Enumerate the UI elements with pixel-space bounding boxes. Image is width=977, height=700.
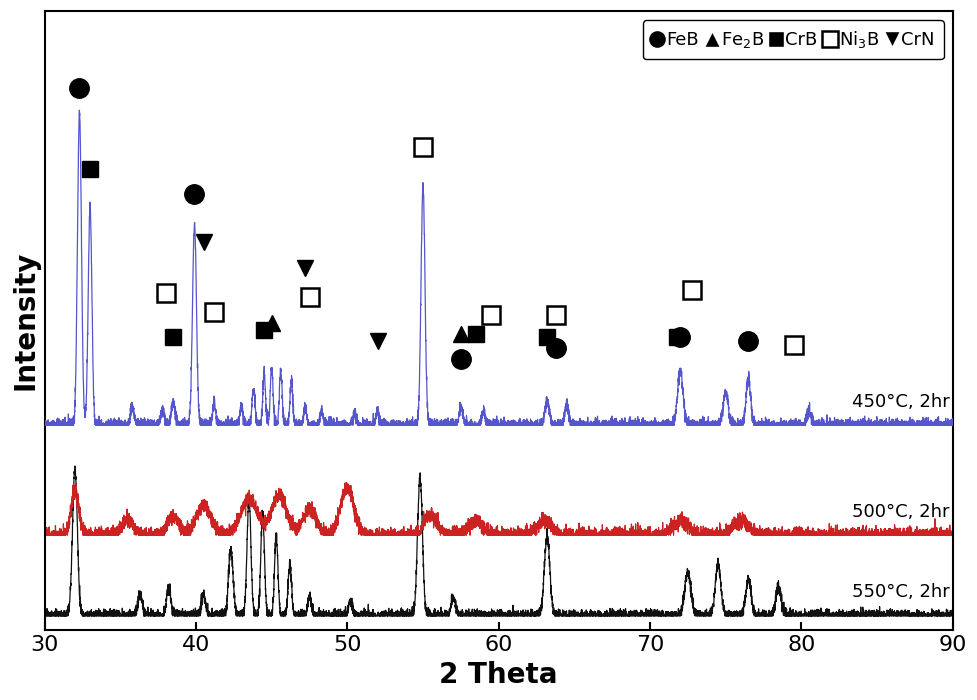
X-axis label: 2 Theta: 2 Theta	[439, 661, 557, 689]
Text: 500°C, 2hr: 500°C, 2hr	[851, 503, 949, 521]
Text: 550°C, 2hr: 550°C, 2hr	[851, 583, 949, 601]
Y-axis label: Intensity: Intensity	[11, 251, 39, 391]
Text: 450°C, 2hr: 450°C, 2hr	[851, 393, 949, 411]
Legend: FeB, Fe$_2$B, CrB, Ni$_3$B, CrN: FeB, Fe$_2$B, CrB, Ni$_3$B, CrN	[642, 20, 943, 60]
